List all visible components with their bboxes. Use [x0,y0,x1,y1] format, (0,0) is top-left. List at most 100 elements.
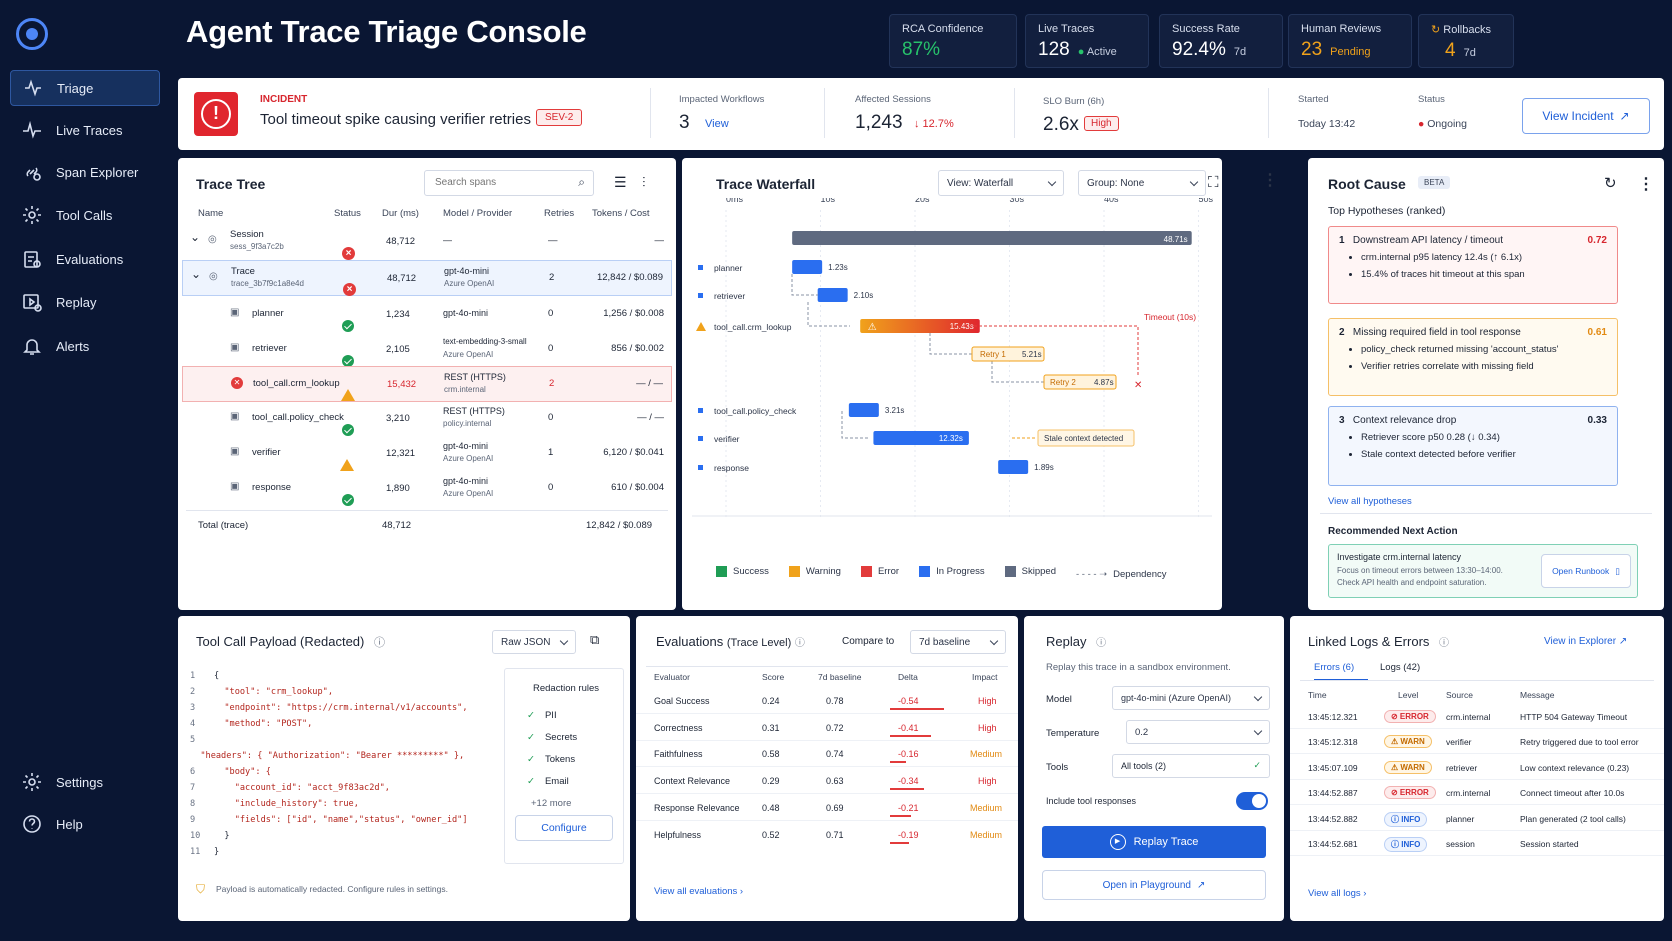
temperature-select[interactable]: 0.2 [1126,720,1270,744]
open-playground-button[interactable]: Open in Playground ↗ [1042,870,1266,900]
info-icon[interactable]: ⓘ [374,637,385,649]
table-row[interactable]: Faithfulness 0.58 0.74 -0.16 Medium [636,741,1018,768]
tab-errors[interactable]: Errors (6) [1314,662,1368,681]
table-row[interactable]: ⌄ ◎ Session sess_9f3a7c2b × 48,712 — — — [182,224,672,260]
log-row[interactable]: 13:45:07.109 ⚠ WARN retriever Low context r… [1290,755,1664,780]
table-row[interactable]: Correctness 0.31 0.72 -0.41 High [636,715,1018,741]
book-icon: ▯ [1615,565,1620,576]
compare-select[interactable]: 7d baseline [910,630,1006,654]
view-incident-button[interactable]: View Incident ↗ [1522,98,1650,134]
span-marker [698,265,703,270]
table-row[interactable]: Response Relevance 0.48 0.69 -0.21 Medium [636,795,1018,821]
span-bar[interactable] [848,403,879,417]
kpi-value: 128 [1038,39,1070,60]
filter-icon[interactable]: ☰ [614,174,627,190]
sidebar-item-tool-calls[interactable]: Tool Calls [10,197,160,233]
span-model: gpt-4o-mini [444,266,490,276]
sidebar-item-replay[interactable]: Replay [10,284,160,320]
table-row[interactable]: ▣ response 1,890 gpt-4o-mini Azure OpenAI 0 61… [182,471,672,507]
tools-select[interactable]: All tools (2) ✓ [1112,754,1270,778]
view-all-evaluations-link[interactable]: View all evaluations › [654,886,744,897]
log-row[interactable]: 13:44:52.887 ⊘ ERROR crm.internal Connect t… [1290,780,1664,806]
search-input[interactable] [425,171,565,194]
view-all-hypotheses-link[interactable]: View all hypotheses [1328,496,1412,507]
waterfall-kebab-icon[interactable]: ⋮ [1262,172,1278,189]
table-row[interactable]: ⌄ ◎ Trace trace_3b7f9c1a8e4d × 48,712 gpt-4o-m… [182,260,672,296]
copy-icon[interactable]: ⧉ [590,632,600,647]
log-row[interactable]: 13:44:52.681 ⓘ INFO session Session started [1290,831,1664,856]
sidebar-item-span-explorer[interactable]: Span Explorer [10,154,160,190]
log-message: Plan generated (2 tool calls) [1520,813,1626,824]
app-logo [16,18,48,50]
table-row[interactable]: Helpfulness 0.52 0.71 -0.19 Medium [636,822,1018,848]
legend-swatch [788,566,800,577]
eval-baseline: 0.69 [826,802,844,813]
tab-logs[interactable]: Logs (42) [1380,662,1421,673]
view-incident-label: View Incident [1542,109,1614,123]
configure-button[interactable]: Configure [515,815,613,841]
legend-swatch [919,566,931,577]
sidebar-item-settings[interactable]: Settings [10,764,160,800]
info-icon[interactable]: ⓘ [1096,638,1107,649]
table-row[interactable]: ▣ planner 1,234 gpt-4o-mini 0 1,256 / $0.008 [182,297,672,333]
replay-trace-button[interactable]: ▶ Replay Trace [1042,826,1266,858]
span-name: planner [252,308,284,319]
tick-label: 10s [821,198,836,204]
hypothesis-card-3[interactable]: 3 Context relevance drop 0.33 Retriever s… [1328,406,1618,486]
model-select[interactable]: gpt-4o-mini (Azure OpenAI) [1112,686,1270,710]
table-row[interactable]: ✕ tool_call.crm_lookup 15,432 REST (HTTPS) c… [182,366,672,402]
span-tokens: 1,256 / $0.008 [603,308,664,319]
span-search[interactable]: ⌕ [424,170,594,196]
open-runbook-button[interactable]: Open Runbook ▯ [1541,554,1631,588]
eval-impact: High [978,722,997,733]
success-icon [342,320,354,332]
sidebar-item-live-traces[interactable]: Live Traces [10,112,160,148]
span-bar[interactable] [998,460,1029,474]
log-row[interactable]: 13:44:52.882 ⓘ INFO planner Plan generated … [1290,806,1664,831]
info-icon[interactable]: ⓘ [794,638,805,649]
sidebar-item-label: Evaluations [56,251,124,267]
format-select[interactable]: Raw JSON [492,630,576,654]
code-text: "body": { [214,767,271,777]
chevron-down-icon[interactable]: ⌄ [190,230,201,244]
columns-settings-icon[interactable]: ⫶ [642,174,646,190]
waterfall-title: Trace Waterfall [716,176,816,192]
table-row[interactable]: Context Relevance 0.29 0.63 -0.34 High [636,768,1018,795]
span-bar[interactable] [792,260,823,274]
group-select-value: Group: None [1087,177,1145,189]
group-select[interactable]: Group: None [1078,170,1206,196]
timeout-x-icon: ✕ [1134,380,1142,391]
table-row[interactable]: ▣ verifier 12,321 gpt-4o-mini Azure OpenAI 1 6… [182,436,672,472]
sidebar-item-help[interactable]: Help [10,806,160,842]
info-icon[interactable]: ⓘ [1439,638,1450,649]
log-row[interactable]: 13:45:12.321 ⊘ ERROR crm.internal HTTP 504 … [1290,704,1664,729]
total-trace-bar[interactable] [792,231,1192,245]
retry-bar[interactable] [971,346,1045,362]
log-row[interactable]: 13:45:12.318 ⚠ WARN verifier Retry triggere… [1290,729,1664,755]
sidebar-item-triage[interactable]: Triage [10,70,160,106]
span-bar[interactable] [860,319,980,333]
kebab-menu-icon[interactable]: ⋮ [1638,176,1654,193]
span-bar[interactable] [817,288,848,302]
hypothesis-card-2[interactable]: 2 Missing required field in tool respons… [1328,318,1618,396]
shield-icon: ⛉ [196,882,206,896]
retry-bar[interactable] [1043,374,1117,390]
sidebar-item-evaluations[interactable]: Evaluations [10,241,160,277]
fullscreen-icon[interactable]: ⛶ [1208,174,1219,191]
impacted-view-link[interactable]: View [705,118,729,130]
line-number: 10 [190,831,201,841]
include-toggle[interactable] [1236,792,1268,810]
table-row[interactable]: Goal Success 0.24 0.78 -0.54 High [636,688,1018,714]
span-bar[interactable] [873,431,969,445]
code-text: } [214,847,220,857]
view-select[interactable]: View: Waterfall [938,170,1064,196]
table-row[interactable]: ▣ retriever 2,105 text-embedding-3-small Azu… [182,332,672,368]
hypothesis-card-1[interactable]: 1 Downstream API latency / timeout 0.72 c… [1328,226,1618,304]
table-row[interactable]: ▣ tool_call.policy_check 3,210 REST (HTTPS)… [182,401,672,437]
view-all-logs-link[interactable]: View all logs › [1308,888,1367,899]
view-in-explorer-link[interactable]: View in Explorer ↗ [1544,636,1628,647]
sidebar-item-alerts[interactable]: Alerts [10,328,160,364]
chevron-down-icon[interactable]: ⌄ [191,267,202,281]
span-duration: 1,890 [386,483,410,494]
refresh-icon[interactable]: ↻ [1604,175,1617,192]
